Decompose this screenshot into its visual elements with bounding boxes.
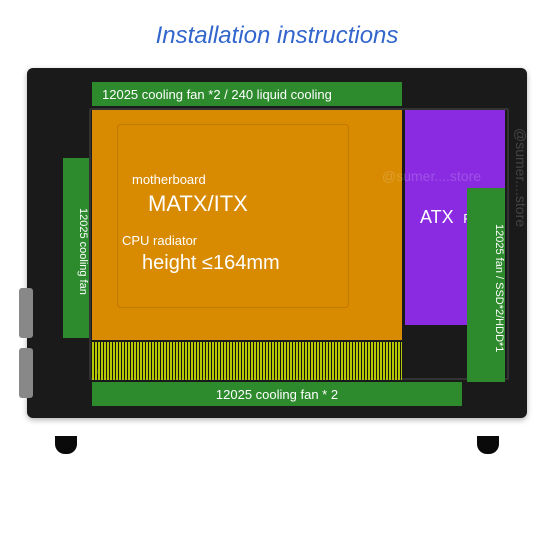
- label-formfactor: MATX/ITX: [148, 191, 402, 217]
- foot-left: [55, 436, 77, 454]
- zone-bottom-middle: [92, 342, 402, 380]
- page-title: Installation instructions: [0, 0, 554, 68]
- zone-top-fan: 12025 cooling fan *2 / 240 liquid coolin…: [92, 82, 402, 106]
- label-right-drive-fan: 12025 fan / SSD*2/HDD*1: [493, 218, 505, 352]
- zone-right-drive-fan: 12025 fan / SSD*2/HDD*1: [467, 188, 505, 382]
- zone-motherboard: motherboard MATX/ITX CPU radiator height…: [92, 110, 402, 340]
- label-top-fan: 12025 cooling fan *2 / 240 liquid coolin…: [102, 87, 402, 102]
- mount-bracket: [19, 288, 33, 338]
- foot-right: [477, 436, 499, 454]
- pc-case-diagram: motherboard MATX/ITX CPU radiator height…: [27, 68, 527, 418]
- mount-bracket: [19, 348, 33, 398]
- label-atx: ATX: [420, 207, 454, 227]
- label-motherboard: motherboard: [132, 172, 402, 187]
- zone-left-fan: 12025 cooling fan: [63, 158, 89, 338]
- label-left-fan: 12025 cooling fan: [77, 202, 89, 295]
- label-height: height ≤164mm: [142, 252, 402, 275]
- label-cpu-radiator: CPU radiator: [122, 233, 402, 248]
- zone-bottom-fan: 12025 cooling fan * 2: [92, 382, 462, 406]
- label-bottom-fan: 12025 cooling fan * 2: [216, 387, 338, 402]
- watermark: @sumer....store: [513, 128, 529, 227]
